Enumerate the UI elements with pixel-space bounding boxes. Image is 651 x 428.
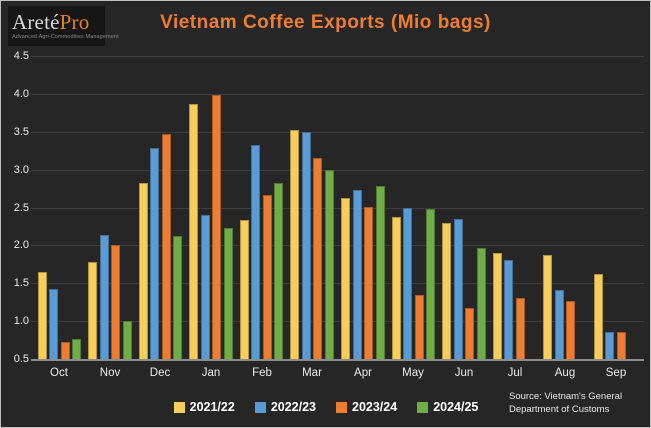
bar-2021-22-sep xyxy=(594,274,603,359)
legend-label: 2022/23 xyxy=(270,400,316,414)
bar-2023-24-may xyxy=(415,295,424,359)
bar-2022-23-dec xyxy=(150,148,159,359)
source-line-1: Source: Vietnam's General xyxy=(509,391,623,402)
y-axis-tick-label: 0.5 xyxy=(13,353,29,365)
logo-tagline: Advanced Agri-Commodities Management xyxy=(12,34,119,40)
legend-swatch-icon xyxy=(417,401,429,413)
source-line-2: Department of Customs xyxy=(509,403,610,415)
gridline-1.5 xyxy=(31,283,644,284)
bar-2021-22-feb xyxy=(240,220,249,359)
bar-2021-22-oct xyxy=(38,272,47,359)
gridline-3.0 xyxy=(31,170,644,171)
chart-legend: 2021/22 2022/23 2023/24 2024/25 xyxy=(126,397,526,417)
bar-2024-25-jan xyxy=(224,228,233,359)
x-axis-label-dec: Dec xyxy=(149,367,171,379)
x-axis-label-jun: Jun xyxy=(454,367,474,379)
bar-2023-24-jun xyxy=(465,308,474,359)
x-axis-label-sep: Sep xyxy=(605,367,627,379)
y-axis-tick-label: 1.5 xyxy=(13,277,29,289)
bar-2021-22-nov xyxy=(88,262,97,359)
bar-2024-25-feb xyxy=(274,183,283,359)
bar-2023-24-mar xyxy=(313,158,322,359)
legend-swatch-icon xyxy=(254,401,266,413)
gridline-2.0 xyxy=(31,245,644,246)
gridline-3.5 xyxy=(31,132,644,133)
gridline-2.5 xyxy=(31,208,644,209)
x-axis-label-oct: Oct xyxy=(50,367,68,379)
bar-2023-24-jan xyxy=(212,95,221,359)
logo-brand-accent: Pro xyxy=(59,10,90,34)
gridline-4.0 xyxy=(31,94,644,95)
legend-item-2023-24: 2023/24 xyxy=(336,400,397,414)
x-axis-label-aug: Aug xyxy=(554,367,576,379)
legend-item-2024-25: 2024/25 xyxy=(417,400,478,414)
legend-label: 2024/25 xyxy=(433,400,479,414)
bar-2024-25-apr xyxy=(376,186,385,359)
bar-2022-23-sep xyxy=(605,332,614,359)
bar-2022-23-oct xyxy=(49,289,58,359)
legend-swatch-icon xyxy=(173,401,185,413)
bar-2023-24-jul xyxy=(516,298,525,359)
bar-2023-24-nov xyxy=(111,245,120,359)
bar-2024-25-jun xyxy=(477,248,486,359)
bar-2022-23-mar xyxy=(302,132,311,359)
x-axis-label-feb: Feb xyxy=(252,367,272,379)
legend-item-2021-22: 2021/22 xyxy=(173,400,235,414)
x-axis-label-apr: Apr xyxy=(354,367,372,379)
logo-brand-primary: Areté xyxy=(12,10,60,34)
y-axis-tick-label: 1.0 xyxy=(13,315,29,327)
gridline-4.5 xyxy=(31,56,644,57)
logo-wordmark: AretéPro xyxy=(12,12,105,33)
bar-2024-25-nov xyxy=(123,321,132,359)
bar-2022-23-aug xyxy=(555,290,564,359)
legend-label: 2021/22 xyxy=(189,400,235,414)
source-note: Source: Vietnam's General Department of … xyxy=(509,391,649,416)
bar-2021-22-jun xyxy=(442,223,451,359)
y-axis-tick-label: 4.5 xyxy=(13,50,29,62)
bar-2022-23-jun xyxy=(454,219,463,359)
gridline-1.0 xyxy=(31,321,644,322)
legend-swatch-icon xyxy=(336,401,347,413)
bar-2021-22-aug xyxy=(543,255,552,359)
bar-2023-24-apr xyxy=(364,207,373,359)
bar-2024-25-mar xyxy=(325,170,334,359)
bar-2023-24-feb xyxy=(263,195,272,359)
x-axis-label-mar: Mar xyxy=(302,367,322,379)
y-axis-tick-label: 4.0 xyxy=(13,88,29,100)
bar-2021-22-mar xyxy=(290,130,299,359)
bar-2022-23-nov xyxy=(100,235,109,359)
x-axis-label-nov: Nov xyxy=(99,367,121,379)
y-axis-tick-label: 2.0 xyxy=(13,239,29,251)
bar-2022-23-apr xyxy=(353,190,362,359)
bar-2022-23-may xyxy=(403,208,412,359)
x-axis-line xyxy=(31,359,644,361)
x-axis-label-jul: Jul xyxy=(507,367,523,379)
bar-2021-22-may xyxy=(392,217,401,359)
bar-2024-25-oct xyxy=(72,339,81,359)
bar-2024-25-dec xyxy=(173,236,182,359)
bar-2023-24-oct xyxy=(61,342,70,359)
bar-2021-22-dec xyxy=(139,183,148,359)
bar-2023-24-aug xyxy=(566,301,575,359)
chart-title: Vietnam Coffee Exports (Mio bags) xyxy=(160,12,491,33)
bar-2024-25-may xyxy=(426,209,435,359)
bar-2021-22-jan xyxy=(189,104,198,359)
y-axis-tick-label: 3.0 xyxy=(13,164,29,176)
legend-label: 2023/24 xyxy=(352,400,398,414)
aretepro-logo: AretéPro Advanced Agri-Commodities Manag… xyxy=(8,6,119,46)
bar-2022-23-jul xyxy=(504,260,513,359)
x-axis-label-jan: Jan xyxy=(201,367,221,379)
bar-2023-24-sep xyxy=(617,332,626,359)
bar-2021-22-apr xyxy=(341,198,350,359)
bar-2022-23-feb xyxy=(251,145,260,359)
y-axis-tick-label: 2.5 xyxy=(13,202,29,214)
bar-2021-22-jul xyxy=(493,253,502,359)
bar-2023-24-dec xyxy=(162,134,171,359)
x-axis-label-may: May xyxy=(402,367,424,379)
y-axis-tick-label: 3.5 xyxy=(13,126,29,138)
bar-2022-23-jan xyxy=(201,215,210,359)
legend-item-2022-23: 2022/23 xyxy=(254,400,316,414)
